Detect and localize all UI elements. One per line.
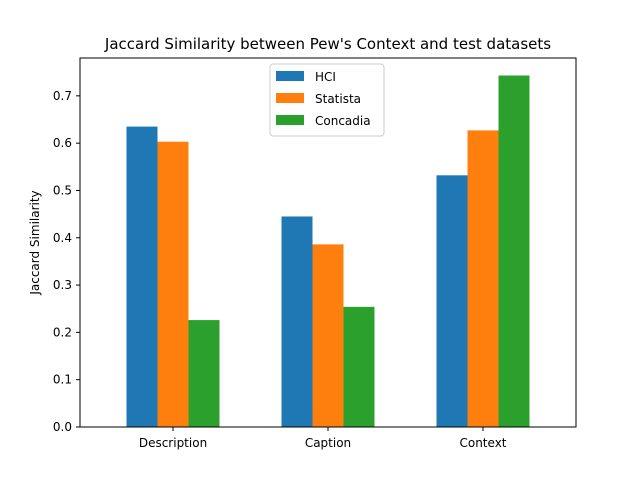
bar-hci-description	[126, 126, 158, 427]
y-tick-label: 0.5	[53, 183, 72, 197]
bar-concadia-context	[498, 75, 530, 427]
y-tick-label: 0.3	[53, 278, 72, 292]
legend-label-hci: HCI	[315, 70, 336, 84]
chart-title: Jaccard Similarity between Pew's Context…	[104, 35, 551, 53]
y-tick-label: 0.6	[53, 136, 72, 150]
x-axis: Description Caption Context	[139, 427, 507, 450]
legend: HCI Statista Concadia	[269, 63, 385, 137]
legend-swatch-statista	[276, 93, 304, 103]
legend-label-concadia: Concadia	[315, 114, 371, 128]
legend-label-statista: Statista	[315, 92, 361, 106]
legend-swatch-concadia	[276, 115, 304, 125]
bar-statista-description	[157, 141, 189, 427]
y-axis: 0.0 0.1 0.2 0.3 0.4 0.5 0.6 0.7	[53, 89, 80, 434]
y-tick-label: 0.1	[53, 373, 72, 387]
plot-frame	[79, 57, 577, 428]
bar-statista-caption	[312, 244, 344, 427]
y-axis-label: Jaccard Similarity	[28, 190, 42, 295]
y-tick-label: 0.2	[53, 325, 72, 339]
bars-group	[126, 75, 530, 427]
bar-hci-caption	[281, 216, 313, 427]
legend-swatch-hci	[276, 71, 304, 81]
x-tick-label: Context	[459, 436, 506, 450]
y-tick-label: 0.7	[53, 89, 72, 103]
bar-concadia-caption	[343, 306, 375, 427]
x-tick-label: Caption	[305, 436, 351, 450]
bar-hci-context	[436, 175, 468, 427]
bar-concadia-description	[188, 320, 220, 427]
y-tick-label: 0.0	[53, 420, 72, 434]
x-tick-label: Description	[139, 436, 207, 450]
y-tick-label: 0.4	[53, 231, 72, 245]
bar-statista-context	[467, 130, 499, 427]
